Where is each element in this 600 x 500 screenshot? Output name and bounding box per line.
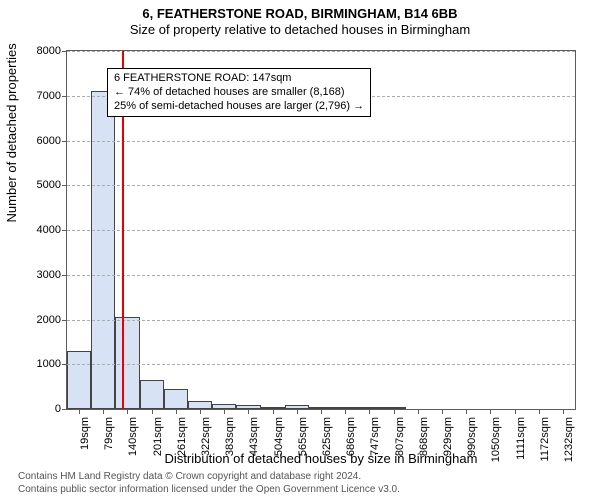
xtick-mark: [127, 409, 128, 414]
ytick-label: 1000: [37, 358, 61, 370]
title-block: 6, FEATHERSTONE ROAD, BIRMINGHAM, B14 6B…: [0, 6, 600, 37]
ytick-mark: [62, 364, 67, 365]
xtick-mark: [273, 409, 274, 414]
xtick-mark: [490, 409, 491, 414]
xtick-mark: [200, 409, 201, 414]
xtick-mark: [539, 409, 540, 414]
xtick-mark: [466, 409, 467, 414]
bar: [140, 380, 164, 409]
ytick-label: 0: [55, 403, 61, 415]
page: 6, FEATHERSTONE ROAD, BIRMINGHAM, B14 6B…: [0, 0, 600, 500]
xtick-mark: [442, 409, 443, 414]
ytick-label: 8000: [37, 45, 61, 57]
ytick-label: 4000: [37, 224, 61, 236]
attribution-footer: Contains HM Land Registry data © Crown c…: [18, 471, 400, 496]
ytick-label: 3000: [37, 269, 61, 281]
ytick-label: 7000: [37, 90, 61, 102]
page-title: 6, FEATHERSTONE ROAD, BIRMINGHAM, B14 6B…: [0, 6, 600, 22]
bar: [115, 317, 139, 409]
xtick-mark: [394, 409, 395, 414]
xtick-mark: [176, 409, 177, 414]
ytick-mark: [62, 96, 67, 97]
gridline: [67, 51, 575, 52]
chart-plot-area: 01000200030004000500060007000800019sqm79…: [66, 50, 576, 410]
xtick-mark: [345, 409, 346, 414]
footer-line: Contains public sector information licen…: [18, 484, 400, 497]
ytick-mark: [62, 185, 67, 186]
xtick-label: 19sqm: [79, 417, 91, 450]
ytick-label: 5000: [37, 179, 61, 191]
xtick-mark: [79, 409, 80, 414]
xtick-mark: [224, 409, 225, 414]
ytick-mark: [62, 141, 67, 142]
annotation-line: 6 FEATHERSTONE ROAD: 147sqm: [114, 72, 364, 86]
xtick-label: 79sqm: [103, 417, 115, 450]
ytick-mark: [62, 320, 67, 321]
bar: [164, 389, 188, 409]
xtick-mark: [248, 409, 249, 414]
xtick-mark: [321, 409, 322, 414]
footer-line: Contains HM Land Registry data © Crown c…: [18, 471, 400, 484]
annotation-line: 25% of semi-detached houses are larger (…: [114, 100, 364, 114]
xtick-mark: [152, 409, 153, 414]
y-axis-label: Number of detached properties: [4, 43, 19, 222]
gridline: [67, 275, 575, 276]
gridline: [67, 230, 575, 231]
xtick-mark: [103, 409, 104, 414]
ytick-mark: [62, 275, 67, 276]
ytick-mark: [62, 51, 67, 52]
xtick-mark: [515, 409, 516, 414]
ytick-label: 2000: [37, 314, 61, 326]
x-axis-label: Distribution of detached houses by size …: [66, 451, 576, 466]
xtick-mark: [418, 409, 419, 414]
xtick-mark: [297, 409, 298, 414]
gridline: [67, 320, 575, 321]
ytick-label: 6000: [37, 135, 61, 147]
xtick-mark: [563, 409, 564, 414]
gridline: [67, 185, 575, 186]
annotation-box: 6 FEATHERSTONE ROAD: 147sqm← 74% of deta…: [107, 68, 371, 117]
page-subtitle: Size of property relative to detached ho…: [0, 22, 600, 38]
xtick-mark: [369, 409, 370, 414]
bar: [188, 401, 212, 409]
gridline: [67, 364, 575, 365]
gridline: [67, 141, 575, 142]
ytick-mark: [62, 409, 67, 410]
bar: [91, 91, 115, 409]
ytick-mark: [62, 230, 67, 231]
bar: [67, 351, 91, 409]
annotation-line: ← 74% of detached houses are smaller (8,…: [114, 86, 364, 100]
